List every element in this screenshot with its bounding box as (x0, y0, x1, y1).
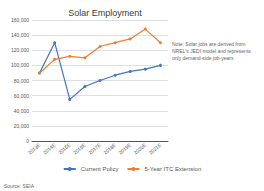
svg-text:140,000: 140,000 (11, 32, 29, 38)
svg-text:80,000: 80,000 (14, 78, 30, 84)
svg-text:2020E: 2020E (132, 141, 147, 155)
svg-text:20,000: 20,000 (14, 123, 30, 129)
svg-text:2021E: 2021E (147, 141, 162, 155)
svg-text:2018E: 2018E (102, 141, 117, 155)
svg-text:NREL's JEDI model and represen: NREL's JEDI model and represents (172, 48, 251, 54)
svg-text:Note: Solar jobs are derived f: Note: Solar jobs are derived from (172, 41, 245, 47)
svg-text:2015E: 2015E (57, 141, 72, 155)
svg-text:2017E: 2017E (87, 141, 102, 155)
svg-text:2016E: 2016E (72, 141, 87, 155)
svg-text:Source: SEIA: Source: SEIA (4, 183, 35, 189)
svg-text:2019E: 2019E (117, 141, 132, 155)
svg-text:Solar Employment: Solar Employment (68, 8, 142, 18)
svg-text:100,000: 100,000 (11, 62, 29, 68)
svg-text:40,000: 40,000 (14, 108, 30, 114)
svg-text:5-Year ITC Extension: 5-Year ITC Extension (144, 166, 201, 172)
svg-text:0: 0 (26, 138, 29, 144)
svg-text:Current Policy: Current Policy (81, 166, 119, 172)
svg-text:2014E: 2014E (42, 141, 57, 155)
svg-text:120,000: 120,000 (11, 47, 29, 53)
svg-text:160,000: 160,000 (11, 17, 29, 23)
svg-text:only demand-side job-years: only demand-side job-years (172, 55, 234, 61)
svg-text:60,000: 60,000 (14, 93, 30, 99)
svg-text:2013E: 2013E (27, 141, 42, 155)
